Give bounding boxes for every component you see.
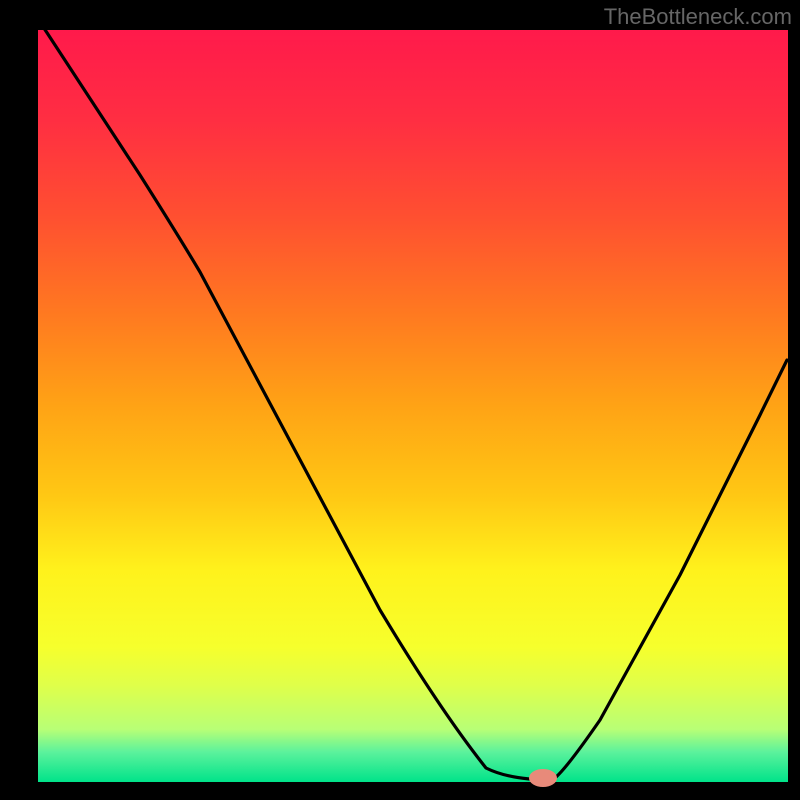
chart-container: TheBottleneck.com: [0, 0, 800, 800]
optimal-marker: [529, 769, 557, 787]
watermark-text: TheBottleneck.com: [604, 4, 792, 30]
curve-overlay: [0, 0, 800, 800]
bottleneck-curve: [38, 19, 787, 780]
